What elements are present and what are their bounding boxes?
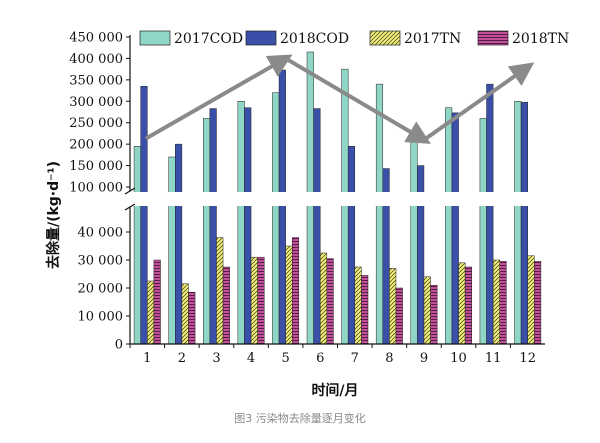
bar-2017TN-2 [181,283,189,345]
bar-2017COD-12 [514,101,522,345]
x-tick-label: 11 [485,351,502,366]
y-tick-label: 450 000 [69,31,123,46]
bar-2017TN-6 [319,252,328,345]
x-tick-label: 4 [247,351,255,366]
legend-swatch-2018TN [477,30,509,46]
bar-2018COD-2 [175,143,183,345]
bar-2017COD-4 [237,101,245,345]
bar-2017COD-7 [341,68,349,345]
bar-2018COD-4 [244,107,252,345]
bar-2018COD-1 [140,86,148,345]
y-tick-label: 300 000 [69,95,123,110]
bar-2017TN-1 [147,280,155,345]
y-tick-label: 100 000 [69,181,123,196]
x-tick-label: 12 [519,351,536,366]
y-tick-label: 350 000 [69,73,123,88]
bar-2017COD-3 [203,118,211,345]
bar-2017COD-5 [272,92,280,345]
bar-2018TN-5 [291,237,300,345]
bar-2017TN-4 [250,256,258,345]
x-axis-label: 时间/月 [311,382,358,399]
y-tick-label: 20 000 [78,282,124,297]
x-tick-label: 6 [316,351,324,366]
bar-2017COD-2 [168,156,176,345]
bar-2018COD-10 [451,112,459,345]
legend-swatch-2017TN [369,30,401,46]
bar-2017TN-5 [285,245,293,345]
x-tick-label: 8 [385,351,393,366]
y-tick-label: 30 000 [78,254,124,269]
bar-2017TN-10 [458,262,466,345]
trend-arrow-1 [145,54,293,140]
bar-2018COD-12 [520,101,528,345]
bar-2018TN-9 [430,284,438,345]
bar-2017TN-3 [216,237,224,345]
bar-2018TN-12 [534,261,542,345]
trend-arrow-2 [283,56,431,144]
bar-2018COD-7 [347,146,356,345]
bar-2017COD-9 [410,139,418,345]
bar-2018TN-11 [499,261,507,345]
y-tick-label: 10 000 [78,310,124,325]
x-tick-label: 7 [351,351,359,366]
y-tick-label: 250 000 [69,116,123,131]
bar-2017TN-9 [423,276,431,345]
y-tick-label: 200 000 [69,138,123,153]
bar-2017TN-12 [527,255,535,345]
legend-swatch-2018COD [245,30,277,46]
bar-2018COD-6 [313,108,321,345]
bar-2018COD-11 [486,83,494,345]
x-tick-label: 2 [178,351,186,366]
bar-2017COD-10 [445,107,453,345]
legend-label-2017COD: 2017COD [174,31,243,47]
x-tick-label: 5 [281,351,289,366]
y-tick-label: 40 000 [78,226,124,241]
y-tick-label: 150 000 [69,159,123,174]
bar-2017TN-7 [354,266,362,345]
legend-label-2018COD: 2018COD [280,31,349,47]
y-tick-label: 0 [115,338,123,353]
bar-2018TN-6 [326,258,334,345]
bar-2018TN-10 [464,266,472,345]
bar-2018TN-3 [222,266,230,345]
bar-2018TN-1 [153,259,161,345]
legend-label-2017TN: 2017TN [404,31,461,47]
legend-label-2018TN: 2018TN [512,31,569,47]
bar-2018TN-8 [395,287,403,345]
bar-2017COD-1 [133,146,141,345]
x-tick-label: 1 [143,351,151,366]
bar-2017COD-11 [479,118,487,345]
bar-2017TN-8 [389,268,397,345]
axis-break-mark-top [124,187,136,195]
figure-caption: 图3 污染物去除量逐月变化 [234,412,366,425]
bar-2018COD-5 [278,69,286,345]
bar-2017COD-8 [375,83,384,345]
bar-2018TN-2 [188,291,196,345]
y-axis-label: 去除量/(kg·d⁻¹) [45,161,62,269]
x-tick-label: 9 [420,351,428,366]
trend-arrow-3 [421,62,535,142]
axis-break-gap [122,192,553,206]
bar-2017TN-11 [492,259,500,345]
bar-2018COD-3 [209,108,217,345]
x-tick-label: 3 [212,351,220,366]
y-tick-label: 400 000 [69,52,123,67]
bar-2018TN-7 [361,275,369,345]
bar-2018TN-4 [257,256,265,345]
legend-swatch-2017COD [139,30,171,46]
x-tick-label: 10 [450,351,467,366]
axis-break-mark-bottom [124,203,136,211]
